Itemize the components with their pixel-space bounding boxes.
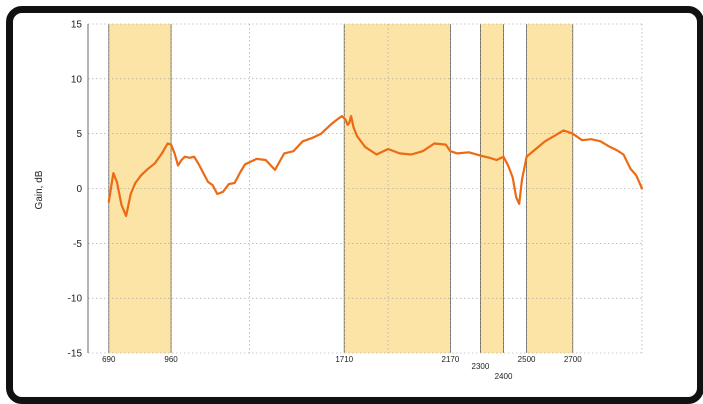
x-tick-label-2500: 2500 — [518, 355, 536, 364]
band-3 — [526, 24, 573, 353]
x-tick-label-2400: 2400 — [495, 372, 513, 381]
y-tick-label-5: 5 — [76, 129, 82, 140]
band-2 — [480, 24, 504, 353]
x-tick-label-960: 960 — [164, 355, 178, 364]
y-tick-label--5: -5 — [73, 239, 82, 250]
y-axis-label: Gain, dB — [34, 170, 45, 209]
y-tick-label-0: 0 — [76, 184, 82, 195]
y-tick-label-15: 15 — [71, 20, 83, 31]
x-tick-label-2300: 2300 — [472, 362, 490, 371]
y-tick-label--10: -10 — [68, 294, 83, 305]
gain-series-line-0 — [107, 114, 644, 217]
x-tick-label-1710: 1710 — [335, 355, 353, 364]
x-tick-label-690: 690 — [102, 355, 116, 364]
x-tick-label-2170: 2170 — [442, 355, 460, 364]
x-tick-label-2700: 2700 — [564, 355, 582, 364]
y-tick-label-10: 10 — [71, 74, 83, 85]
grid-lines — [88, 23, 643, 354]
tick-labels: -15 -10 -5 0 5 10 15 690 960 1710 2170 2300 2400 2500… — [68, 20, 583, 382]
y-tick-label--15: -15 — [68, 349, 83, 360]
series-layer — [107, 114, 644, 217]
